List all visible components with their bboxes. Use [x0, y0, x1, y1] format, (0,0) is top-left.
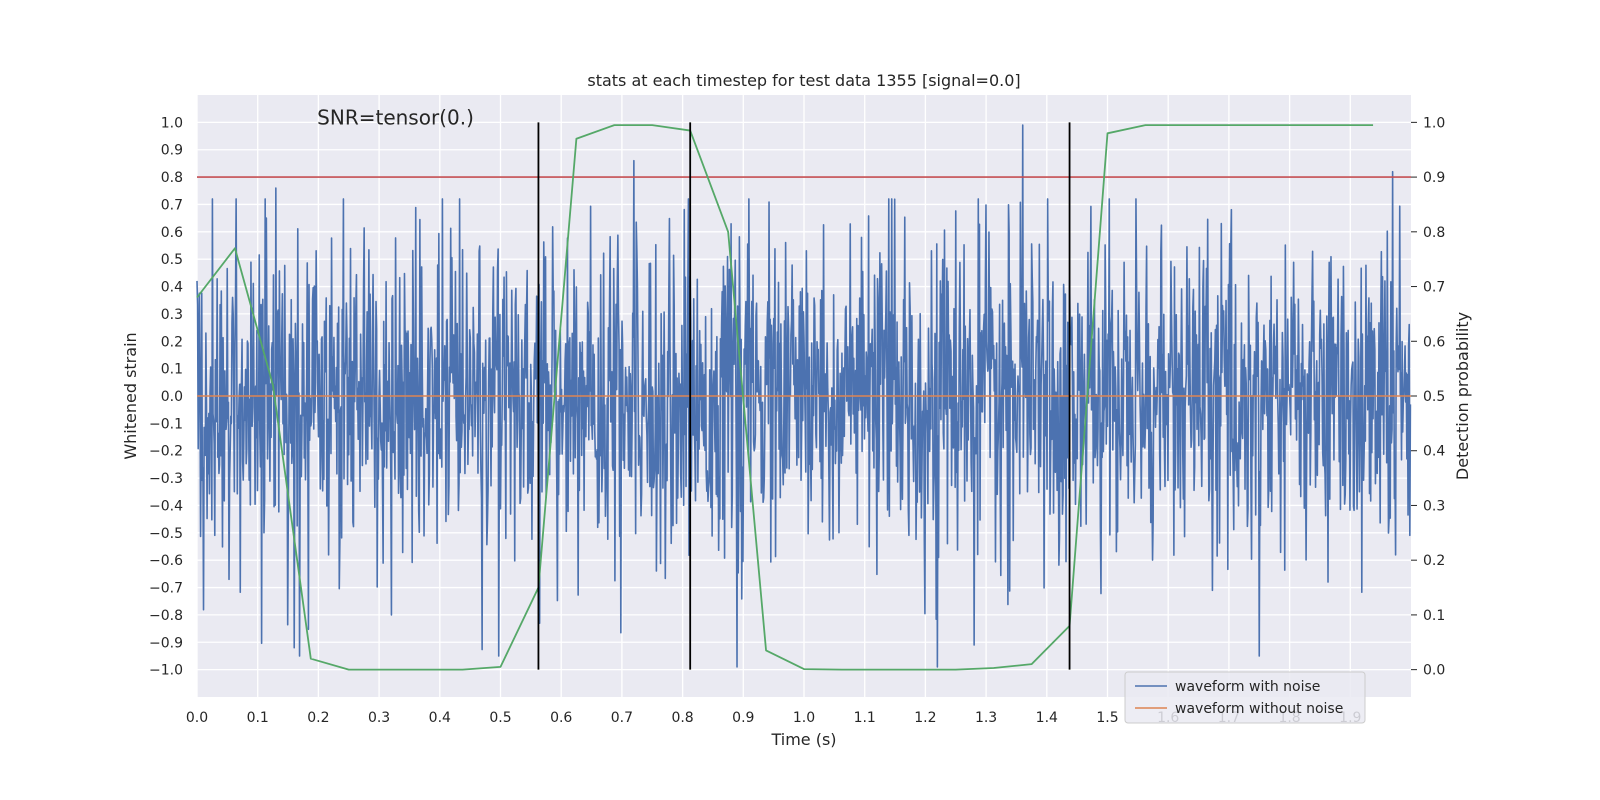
y-right-tick-label: 0.5 — [1423, 389, 1445, 405]
legend-box — [1124, 671, 1366, 724]
y-left-tick-label: 0.3 — [161, 307, 183, 323]
y-left-tick-label: 0.1 — [161, 362, 183, 378]
y-left-tick-label: −1.0 — [149, 663, 183, 679]
x-tick-label: 0.6 — [550, 710, 572, 726]
x-tick-label: 0.2 — [307, 710, 329, 726]
y-left-tick-label: 0.4 — [161, 280, 183, 296]
y-left-tick-label: 1.0 — [161, 115, 183, 131]
y-axis-right-label: Detection probability — [1453, 312, 1472, 480]
y-left-tick-label: −0.6 — [149, 553, 183, 569]
x-tick-label: 1.1 — [854, 710, 876, 726]
y-left-tick-label: 0.9 — [161, 143, 183, 159]
x-tick-label: 1.0 — [793, 710, 815, 726]
y-left-tick-label: −0.2 — [149, 444, 183, 460]
y-right-tick-label: 0.6 — [1423, 334, 1445, 350]
y-left-tick-label: −0.8 — [149, 608, 183, 624]
y-axis-left-ticks: 1.0 0.9 0.8 0.7 0.6 0.5 0.4 0.3 0.2 0.1 0.0 −0.1 −0.… — [149, 115, 183, 678]
x-tick-label: 0.9 — [732, 710, 754, 726]
x-tick-label: 0.3 — [368, 710, 390, 726]
y-left-tick-label: −0.4 — [149, 498, 183, 514]
series-waveform-with-noise — [196, 124, 1412, 668]
y-left-tick-label: −0.9 — [149, 635, 183, 651]
y-left-tick-label: 0.8 — [161, 170, 183, 186]
y-right-tick-label: 0.3 — [1423, 498, 1445, 514]
x-tick-label: 0.5 — [489, 710, 511, 726]
x-tick-label: 0.0 — [186, 710, 208, 726]
y-left-tick-label: 0.0 — [161, 389, 183, 405]
y-left-tick-label: −0.1 — [149, 416, 183, 432]
x-tick-label: 0.8 — [671, 710, 693, 726]
y-right-tick-label: 1.0 — [1423, 115, 1445, 131]
y-axis-right-ticks: 1.0 0.9 0.8 0.7 0.6 0.5 0.4 0.3 0.2 0.1 0.0 — [1411, 115, 1445, 679]
legend-label-waveform-with-noise: waveform with noise — [1175, 679, 1320, 695]
x-tick-label: 1.5 — [1096, 710, 1118, 726]
x-tick-label: 0.1 — [247, 710, 269, 726]
x-axis-label: Time (s) — [770, 730, 836, 749]
y-right-tick-label: 0.7 — [1423, 280, 1445, 296]
chart-title: stats at each timestep for test data 135… — [587, 71, 1020, 90]
y-right-tick-label: 0.1 — [1423, 608, 1445, 624]
y-left-tick-label: −0.3 — [149, 471, 183, 487]
y-left-tick-label: −0.7 — [149, 581, 183, 597]
y-right-tick-label: 0.0 — [1423, 663, 1445, 679]
y-right-tick-label: 0.2 — [1423, 553, 1445, 569]
y-right-tick-label: 0.4 — [1423, 444, 1445, 460]
legend: waveform with noise waveform without noi… — [1124, 671, 1366, 724]
legend-label-waveform-without-noise: waveform without noise — [1175, 701, 1343, 717]
y-axis-left-label: Whitened strain — [121, 332, 140, 459]
y-left-tick-label: −0.5 — [149, 526, 183, 542]
x-tick-label: 0.7 — [611, 710, 633, 726]
y-left-tick-label: 0.2 — [161, 334, 183, 350]
x-tick-label: 1.4 — [1036, 710, 1058, 726]
x-tick-label: 1.2 — [914, 710, 936, 726]
series-layer — [196, 122, 1412, 671]
y-left-tick-label: 0.5 — [161, 252, 183, 268]
y-right-tick-label: 0.8 — [1423, 225, 1445, 241]
snr-annotation: SNR=tensor(0.) — [317, 105, 474, 129]
series-detection-probability — [196, 124, 1374, 671]
y-left-tick-label: 0.7 — [161, 197, 183, 213]
y-left-tick-label: 0.6 — [161, 225, 183, 241]
y-right-tick-label: 0.9 — [1423, 170, 1445, 186]
x-tick-label: 1.3 — [975, 710, 997, 726]
x-tick-label: 0.4 — [429, 710, 451, 726]
